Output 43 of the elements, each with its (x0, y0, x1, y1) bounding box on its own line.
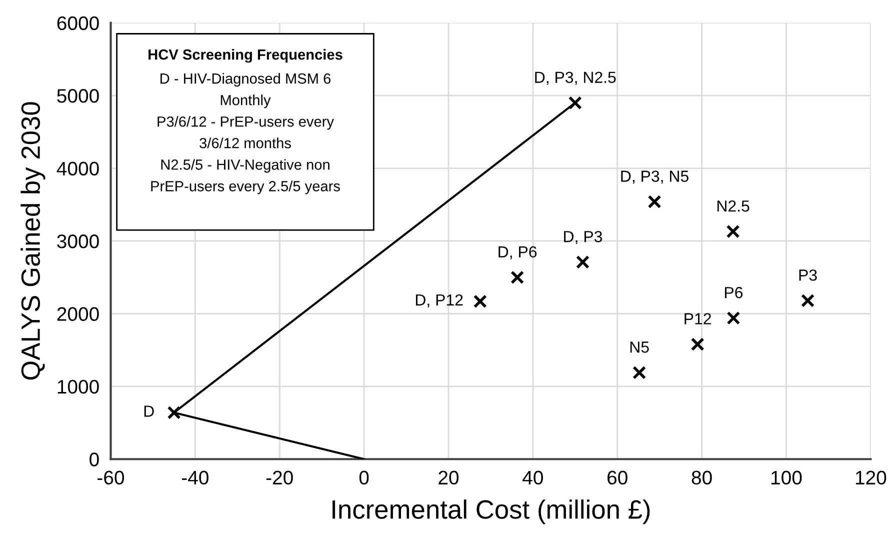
annotation: P6 (725, 286, 743, 298)
annotation: HCV Screening Frequencies (148, 49, 342, 63)
annotation: D (144, 406, 154, 417)
x-tick-label: 80 (692, 470, 712, 485)
point (632, 366, 646, 380)
x-tick-label: 40 (522, 470, 543, 485)
y-tick-label: 5000 (57, 89, 99, 103)
point (726, 311, 740, 325)
y-tick-label: 1000 (58, 380, 99, 394)
x-tick-label: 0 (359, 470, 369, 485)
annotation: D, P6 (498, 246, 537, 260)
annotation: D, P3, N2.5 (535, 72, 616, 85)
point (801, 294, 815, 308)
annotation: P3 (799, 269, 817, 281)
x-tick-label: -20 (266, 470, 293, 485)
point (568, 96, 582, 110)
point (473, 294, 487, 308)
x-tick-label: 60 (608, 470, 628, 485)
x-tick-label: 20 (438, 470, 459, 485)
point (510, 270, 524, 284)
point (167, 406, 181, 420)
y-tick-label: 2000 (57, 307, 99, 321)
x-tick-label: 120 (856, 470, 886, 485)
annotation: D, P12 (416, 294, 463, 308)
annotation: N5 (630, 342, 649, 353)
annotation: P12 (684, 313, 711, 324)
x-tick-label: -60 (98, 470, 124, 485)
y-tick-label: 3000 (57, 234, 99, 248)
x-tick-label: 100 (772, 470, 802, 485)
point (726, 224, 740, 238)
y-tick-label: 4000 (56, 162, 99, 176)
annotation: N2.5 (717, 200, 750, 212)
y-tick-label: 6000 (57, 16, 99, 30)
y-axis-title: QALYS Gained by 2030 (20, 102, 46, 380)
annotation: D, P3 (564, 230, 602, 244)
annotation: D - HIV-Diagnosed MSM 6 Monthly P3/6/12 - PrEP-users every 3/6/12 months N2.5/5 - HIV-Negative non PrEP-users every 2.5/5 years (151, 73, 340, 194)
y-tick-label: 0 (90, 452, 99, 466)
point (690, 337, 704, 352)
annotation: D, P3, N5 (621, 170, 688, 184)
point (576, 255, 590, 269)
x-axis-title: Incremental Cost (million £) (332, 499, 650, 524)
point (648, 194, 662, 208)
x-tick-label: -40 (182, 470, 208, 485)
